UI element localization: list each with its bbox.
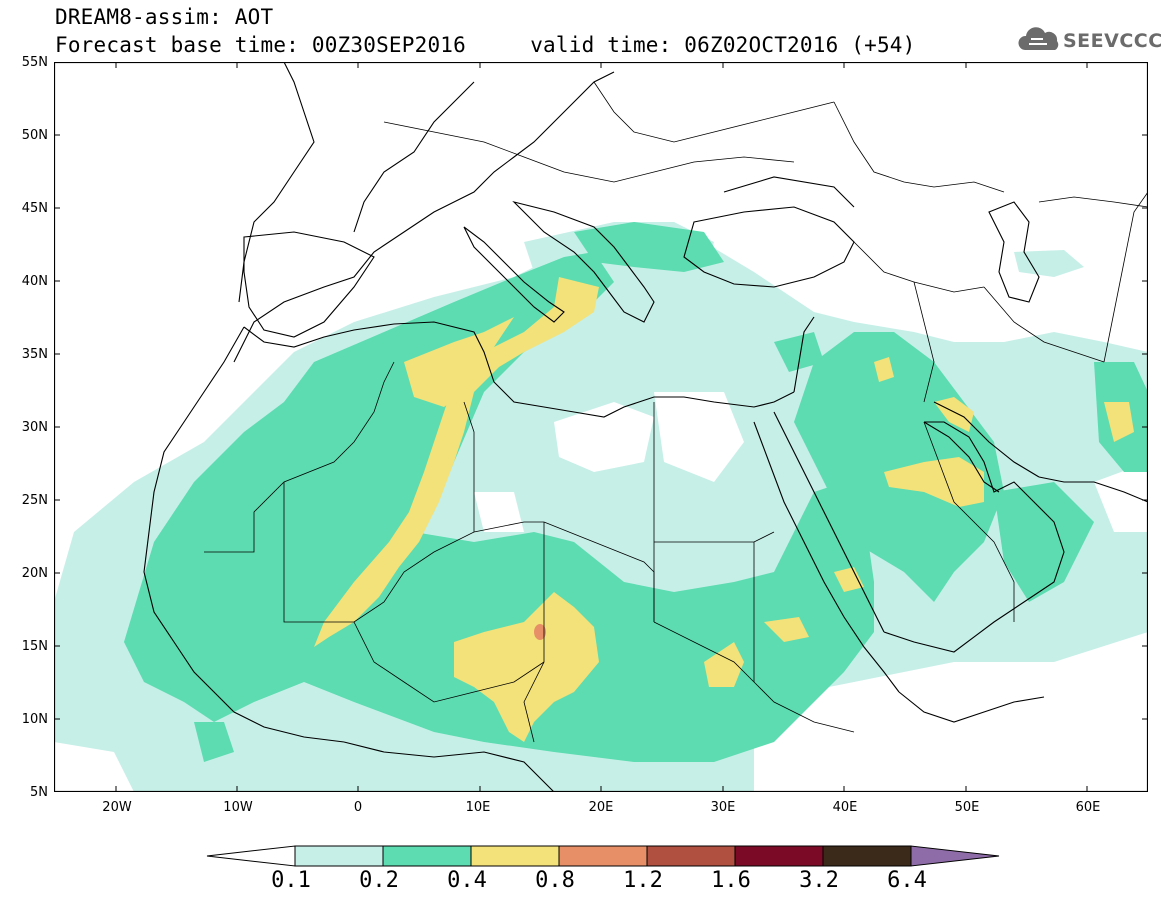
lon-label: 20W	[102, 800, 132, 815]
colorbar-overflow	[910, 845, 1000, 867]
colorbar-label: 0.8	[535, 868, 575, 893]
cloud-icon	[1018, 27, 1059, 50]
aot-field-0.4	[314, 277, 1134, 742]
colorbar-segment	[294, 845, 384, 867]
lat-label: 35N	[21, 347, 48, 362]
colorbar-label: 0.4	[447, 868, 487, 893]
lat-label: 50N	[21, 128, 48, 143]
colorbar-label: 0.1	[271, 868, 311, 893]
lat-label: 20N	[21, 566, 48, 581]
lat-label: 10N	[21, 712, 48, 727]
aot-clear-areas	[54, 392, 1148, 792]
colorbar-segment	[734, 845, 824, 867]
brand-logo: SEEVCCC	[1017, 24, 1162, 58]
lon-label: 10W	[223, 800, 253, 815]
coastlines	[143, 62, 1148, 792]
colorbar-underflow	[206, 845, 296, 867]
forecast-times: Forecast base time: 00Z30SEP2016 valid t…	[55, 33, 916, 57]
lon-label: 40E	[832, 800, 858, 815]
lat-label: 25N	[21, 493, 48, 508]
colorbar-label: 3.2	[799, 868, 839, 893]
lon-label: 0	[353, 800, 363, 815]
lon-label: 10E	[465, 800, 491, 815]
colorbar-segment	[646, 845, 736, 867]
frame-ticks	[54, 62, 1148, 792]
lat-label: 30N	[21, 420, 48, 435]
lon-label: 30E	[710, 800, 736, 815]
colorbar-segment	[822, 845, 912, 867]
chart-title: DREAM8-assim: AOT	[55, 5, 274, 29]
aot-map	[54, 62, 1148, 792]
brand-name: SEEVCCC	[1063, 30, 1163, 52]
colorbar-segment	[470, 845, 560, 867]
colorbar	[206, 845, 1000, 867]
colorbar-label: 6.4	[887, 868, 927, 893]
lon-label: 50E	[954, 800, 980, 815]
map-frame	[54, 62, 1148, 792]
lat-label: 40N	[21, 274, 48, 289]
lat-label: 55N	[21, 55, 48, 70]
colorbar-label: 1.2	[623, 868, 663, 893]
colorbar-label: 1.6	[711, 868, 751, 893]
lat-label: 15N	[21, 639, 48, 654]
country-borders	[204, 81, 1148, 743]
lat-label: 45N	[21, 201, 48, 216]
colorbar-label: 0.2	[359, 868, 399, 893]
colorbar-segment	[382, 845, 472, 867]
lon-label: 20E	[588, 800, 614, 815]
aot-field-0.8	[534, 624, 546, 640]
lat-label: 5N	[30, 785, 48, 800]
lon-label: 60E	[1075, 800, 1101, 815]
colorbar-segment	[558, 845, 648, 867]
